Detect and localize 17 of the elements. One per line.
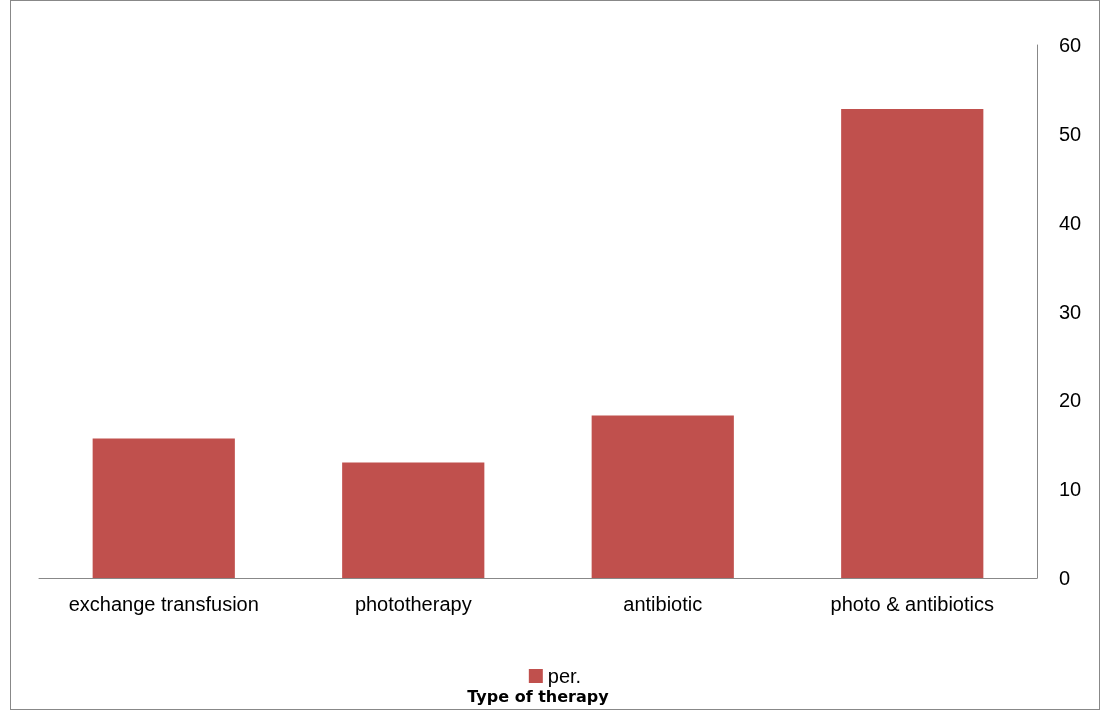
y-tick-label: 0 — [1059, 567, 1071, 589]
x-tick-label: exchange transfusion — [68, 593, 259, 615]
x-tick-label: phototherapy — [354, 593, 472, 615]
bar — [342, 462, 485, 578]
x-axis-title: Type of therapy — [467, 686, 610, 706]
y-tick-label: 20 — [1059, 389, 1082, 412]
bar — [591, 415, 734, 578]
y-tick-label: 50 — [1059, 122, 1082, 145]
legend-label: per. — [547, 665, 582, 687]
x-tick-label: antibiotic — [623, 593, 703, 615]
bar — [92, 438, 235, 578]
y-tick-label: 30 — [1059, 300, 1082, 323]
x-tick-label: photo & antibiotics — [830, 593, 994, 615]
bar — [841, 108, 984, 578]
y-tick-label: 60 — [1059, 34, 1082, 56]
y-tick-label: 40 — [1059, 211, 1082, 234]
y-tick-label: 10 — [1059, 478, 1082, 501]
